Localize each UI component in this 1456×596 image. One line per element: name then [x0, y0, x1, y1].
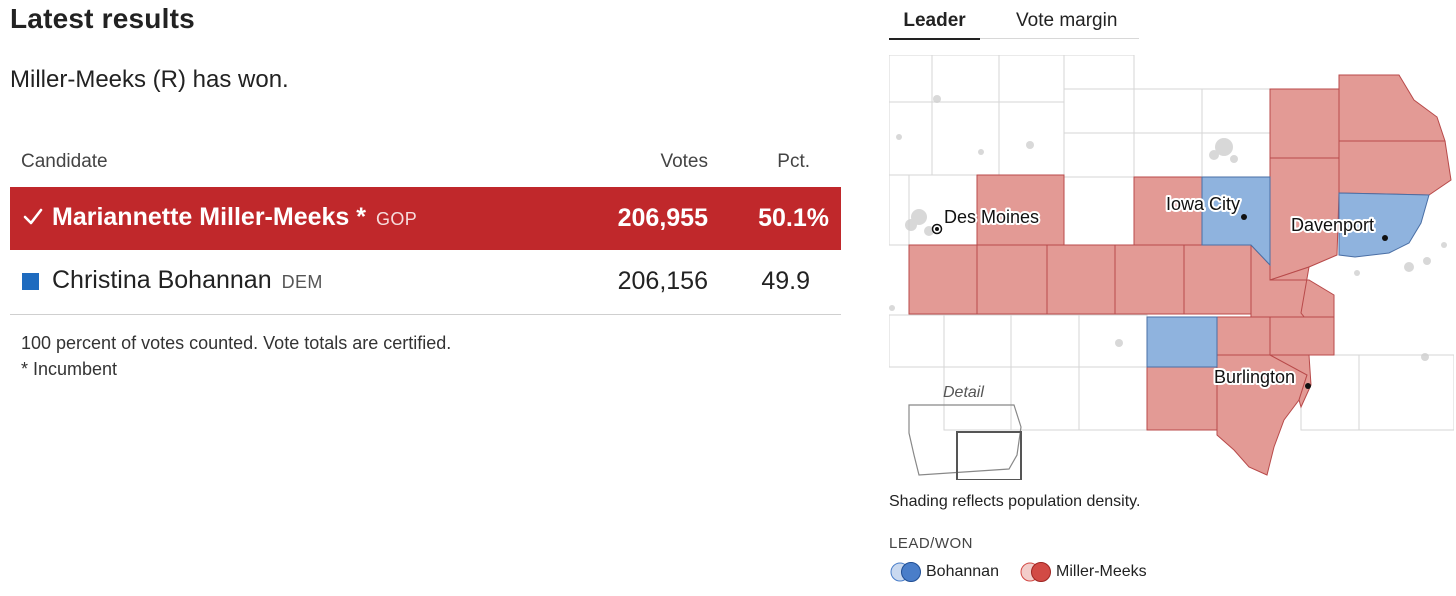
- county-republican: [1114, 244, 1185, 315]
- county-republican: [1216, 316, 1271, 356]
- city-label-des-moines: Des Moines: [944, 207, 1039, 227]
- district-county-map[interactable]: Des Moines Iowa City Davenport Burlingto…: [889, 55, 1454, 480]
- table-header: Candidate Votes Pct.: [10, 140, 841, 187]
- candidate-pct: 49.9: [761, 267, 810, 295]
- legend-item-bohannan: Bohannan: [889, 561, 999, 583]
- democratic-counties: [1146, 176, 1430, 368]
- county-democrat: [1146, 316, 1218, 368]
- candidate-name: Christina Bohannan DEM: [52, 266, 323, 295]
- city-label-burlington: Burlington: [1214, 367, 1295, 387]
- header-votes: Votes: [660, 151, 708, 172]
- candidate-party: DEM: [281, 272, 323, 292]
- legend-swatch-icon: [890, 562, 921, 582]
- race-status: Miller-Meeks (R) has won.: [10, 66, 289, 93]
- county-republican: [1146, 366, 1218, 431]
- section-title: Latest results: [10, 3, 195, 34]
- density-shading: [889, 95, 1447, 361]
- tab-leader[interactable]: Leader: [889, 10, 980, 40]
- candidate-party: GOP: [376, 209, 418, 229]
- candidate-name-text: Mariannette Miller-Meeks *: [52, 203, 366, 231]
- candidate-votes: 206,955: [617, 204, 708, 232]
- legend-label: Miller-Meeks: [1056, 563, 1147, 580]
- county-democrat: [1201, 176, 1271, 267]
- county-republican: [1269, 316, 1335, 356]
- county-republican: [1269, 88, 1340, 159]
- county-republican: [1046, 244, 1116, 315]
- count-note: 100 percent of votes counted. Vote total…: [21, 333, 452, 353]
- party-color-swatch: [22, 273, 39, 290]
- county-republican: [1269, 354, 1312, 409]
- inset-label: Detail: [943, 384, 984, 401]
- city-label-davenport: Davenport: [1291, 215, 1374, 235]
- candidate-pct: 50.1%: [758, 204, 829, 232]
- density-note: Shading reflects population density.: [889, 493, 1141, 510]
- city-label-iowa-city: Iowa City: [1166, 194, 1240, 214]
- city-markers: [931, 214, 1388, 389]
- legend-title: LEAD/WON: [889, 535, 974, 552]
- incumbent-note: * Incumbent: [21, 359, 118, 379]
- candidate-name-text: Christina Bohannan: [52, 266, 272, 294]
- legend-label: Bohannan: [926, 563, 999, 580]
- inset-detail-box: [956, 431, 1022, 480]
- legend-item-miller-meeks: Miller-Meeks: [1019, 561, 1147, 583]
- city-marker-icon: [1305, 383, 1311, 389]
- results-notes: 100 percent of votes counted. Vote total…: [21, 330, 451, 382]
- header-pct: Pct.: [777, 151, 810, 172]
- county-republican: [1183, 244, 1252, 315]
- city-marker-icon: [1382, 235, 1388, 241]
- city-marker-icon: [1241, 214, 1247, 220]
- checkmark-icon: [23, 208, 43, 225]
- county-republican: [976, 244, 1048, 315]
- candidate-row-winner: Mariannette Miller-Meeks * GOP 206,955 50…: [10, 187, 841, 250]
- county-democrat: [1338, 192, 1430, 258]
- candidate-row: Christina Bohannan DEM 206,156 49.9: [10, 250, 841, 315]
- inset-locator-map: Detail: [908, 384, 1022, 480]
- county-republican: [1338, 140, 1452, 196]
- county-republican: [908, 244, 978, 315]
- results-table: Candidate Votes Pct. Mariannette Miller-…: [10, 140, 841, 315]
- legend-swatch-icon: [1020, 562, 1051, 582]
- city-marker-icon: [935, 227, 939, 231]
- map-tabs: Leader Vote margin: [889, 6, 1139, 40]
- republican-counties: [908, 74, 1452, 476]
- header-candidate: Candidate: [21, 151, 108, 172]
- county-republican: [1338, 74, 1446, 142]
- candidate-name: Mariannette Miller-Meeks * GOP: [52, 203, 417, 232]
- iowa-outline: [908, 404, 1022, 476]
- candidate-votes: 206,156: [617, 267, 708, 295]
- tab-vote-margin[interactable]: Vote margin: [1016, 10, 1118, 31]
